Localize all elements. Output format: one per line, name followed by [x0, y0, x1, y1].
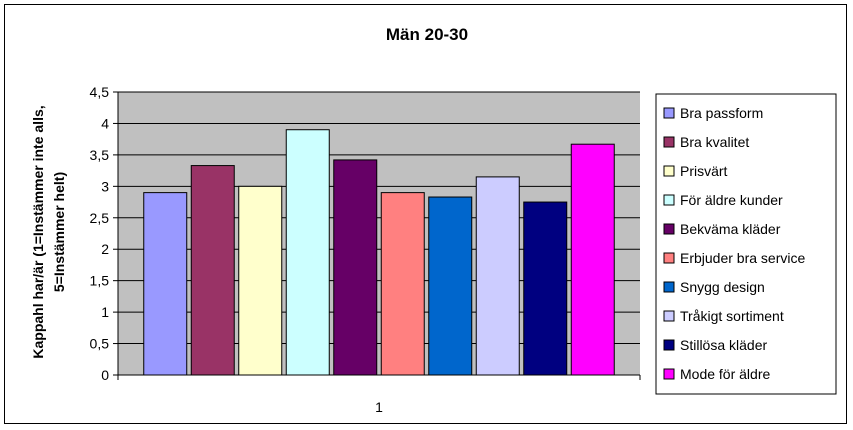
legend-label: Erbjuder bra service [680, 250, 805, 266]
legend-swatch [663, 194, 675, 206]
bar-för-äldre-kunder [285, 129, 330, 376]
legend-swatch [663, 281, 675, 293]
y-tick-label: 2 [101, 241, 109, 257]
legend: Bra passform Bra kvalitet Prisvärt För äldr… [655, 93, 837, 395]
bar-prisvärt [238, 185, 283, 376]
y-tick-label: 2,5 [90, 210, 110, 226]
legend-swatch [663, 252, 675, 264]
y-axis-label-line-2: 5=Instämmer helt) [51, 172, 67, 292]
legend-swatch [663, 310, 675, 322]
chart-title: Män 20-30 [386, 25, 468, 44]
legend-label: Tråkigt sortiment [680, 308, 784, 324]
legend-label: Prisvärt [680, 163, 728, 179]
y-tick-label: 3,5 [90, 147, 110, 163]
bar-erbjuder-bra-service [380, 192, 425, 376]
bar-mode-för-äldre [570, 143, 615, 376]
y-axis-label-line-1: Kappahl har/är (1=Instämmer inte alls, [30, 105, 46, 358]
plot-area: 0 0,5 1 1,5 2 2,5 3 3,5 4 4,5 1 [90, 84, 641, 415]
y-tick-label: 1 [101, 304, 109, 320]
y-axis-label: Kappahl har/är (1=Instämmer inte alls, 5… [30, 105, 67, 358]
legend-swatch [663, 223, 675, 235]
legend-swatch [663, 368, 675, 380]
bar-bekväma-kläder [333, 159, 378, 376]
legend-label: Snygg design [680, 279, 765, 295]
legend-swatch [663, 339, 675, 351]
y-tick-label: 4,5 [90, 84, 110, 100]
legend-swatch [663, 165, 675, 177]
legend-label: Stillösa kläder [680, 337, 767, 353]
bar-tråkigt-sortiment [475, 176, 520, 376]
y-tick-label: 0,5 [90, 336, 110, 352]
bar-stillösa-kläder [523, 201, 568, 376]
legend-box [655, 93, 837, 395]
x-tick-label: 1 [375, 399, 383, 415]
y-tick-label: 1,5 [90, 273, 110, 289]
legend-label: Bra kvalitet [680, 134, 749, 150]
y-tick-label: 0 [101, 367, 109, 383]
legend-label: För äldre kunder [680, 192, 783, 208]
legend-label: Bra passform [680, 105, 763, 121]
y-tick-label: 4 [101, 115, 109, 131]
y-tick-label: 3 [101, 178, 109, 194]
bar-bra-kvalitet [190, 165, 235, 376]
bar-snygg-design [428, 196, 473, 376]
legend-label: Mode för äldre [680, 366, 770, 382]
legend-swatch [663, 107, 675, 119]
legend-label: Bekväma kläder [680, 221, 781, 237]
bar-bra-passform [143, 192, 188, 376]
legend-swatch [663, 136, 675, 148]
